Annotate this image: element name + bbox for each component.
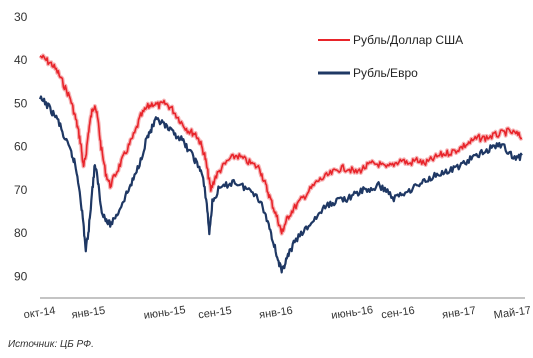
series-lines: [38, 53, 524, 274]
x-tick-label: сен-16: [381, 305, 416, 322]
y-tick-label: 50: [14, 96, 28, 110]
y-axis: 30 40 50 60 70 80 90: [14, 10, 28, 283]
y-tick-label: 80: [14, 226, 28, 240]
legend: Рубль/Доллар США Рубль/Евро: [318, 33, 463, 80]
legend-label: Рубль/Доллар США: [353, 33, 463, 47]
x-tick-label: Май-17: [493, 304, 532, 321]
series-line-usd: [39, 54, 523, 235]
x-tick-label: окт-14: [23, 305, 56, 321]
legend-label: Рубль/Евро: [353, 66, 418, 80]
x-tick-label: янв-17: [441, 305, 476, 322]
x-axis: окт-14 янв-15 июнь-15 сен-15 янв-16 июнь-16 се…: [23, 297, 532, 322]
series-line-eur: [38, 95, 523, 274]
source-note: Источник: ЦБ РФ.: [8, 339, 94, 350]
y-tick-label: 60: [14, 140, 28, 154]
x-tick-label: сен-15: [198, 305, 233, 322]
y-tick-label: 90: [14, 269, 28, 283]
y-tick-label: 40: [14, 53, 28, 67]
y-tick-label: 30: [14, 10, 28, 24]
x-tick-label: июнь-16: [331, 304, 374, 322]
x-tick-label: янв-16: [258, 305, 293, 322]
x-tick-label: янв-15: [71, 305, 106, 322]
series-halo: [38, 53, 524, 236]
y-tick-label: 70: [14, 183, 28, 197]
x-tick-label: июнь-15: [143, 304, 186, 322]
